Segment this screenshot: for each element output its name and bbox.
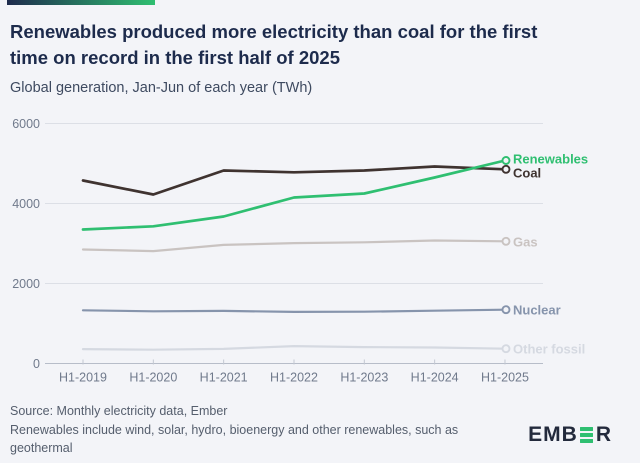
y-axis-label-2000: 2000 [12, 277, 40, 291]
y-axis-label-6000: 6000 [12, 117, 40, 131]
x-axis-label-H1-2023: H1-2023 [340, 371, 388, 385]
series-label-coal: Coal [513, 165, 541, 180]
x-axis-label-H1-2025: H1-2025 [481, 371, 529, 385]
series-label-renewables: Renewables [513, 152, 588, 167]
ember-logo: EMB R [528, 423, 612, 447]
chart-subtitle: Global generation, Jan-Jun of each year … [10, 80, 313, 96]
ember-logo-e-icon [580, 426, 594, 444]
series-endpoint-other-fossil [501, 344, 511, 354]
series-line-gas [81, 239, 507, 253]
footer: Source: Monthly electricity data, Ember … [10, 402, 458, 458]
ember-logo-text-left: EMB [528, 423, 578, 446]
x-axis-label-H1-2020: H1-2020 [129, 371, 177, 385]
y-axis-label-0: 0 [33, 357, 40, 371]
series-endpoint-gas [501, 236, 511, 246]
series-label-nuclear: Nuclear [513, 303, 561, 318]
series-endpoint-coal [501, 164, 511, 174]
series-line-other-fossil [81, 345, 507, 351]
x-axis-label-H1-2021: H1-2021 [200, 371, 248, 385]
series-line-renewables [81, 159, 507, 231]
renewables-note-line1: Renewables include wind, solar, hydro, b… [10, 422, 459, 437]
y-axis-label-4000: 4000 [12, 197, 40, 211]
series-label-other-fossil: Other fossil [513, 342, 585, 357]
series-line-coal [81, 165, 507, 196]
series-endpoint-nuclear [501, 305, 511, 315]
renewables-note-line2: geothermal [10, 441, 73, 455]
brand-accent-bar [7, 0, 155, 5]
x-axis-label-H1-2024: H1-2024 [411, 371, 459, 385]
x-axis-label-H1-2019: H1-2019 [59, 371, 107, 385]
source-note: Source: Monthly electricity data, Ember [10, 404, 228, 418]
x-axis-label-H1-2022: H1-2022 [270, 371, 318, 385]
series-endpoint-renewables [501, 156, 511, 165]
ember-logo-text-right: R [595, 423, 612, 446]
series-label-gas: Gas [513, 234, 538, 249]
series-line-nuclear [81, 308, 507, 313]
chart-title-line2: time on record in the first half of 2025 [10, 47, 340, 68]
chart-title-line1: Renewables produced more electricity tha… [10, 21, 538, 42]
chart-title: Renewables produced more electricity tha… [10, 19, 537, 71]
